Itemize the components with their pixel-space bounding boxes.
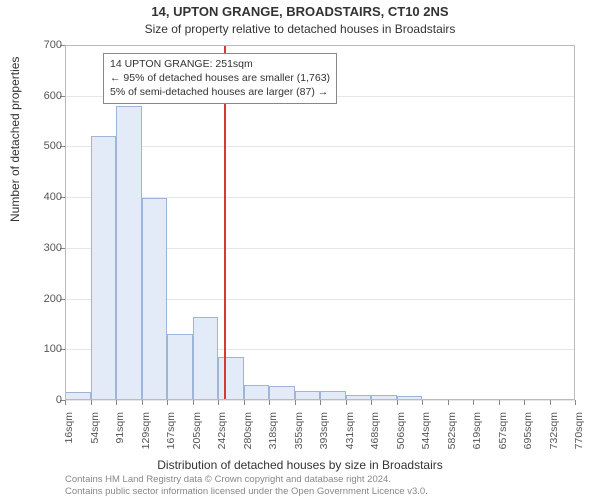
x-tick-label: 732sqm	[548, 412, 560, 462]
x-tick-mark	[473, 400, 474, 405]
histogram-bar	[193, 317, 219, 400]
x-tick-mark	[269, 400, 270, 405]
histogram-bar	[116, 106, 142, 400]
x-tick-label: 770sqm	[573, 412, 585, 462]
histogram-bar	[65, 392, 91, 400]
y-tick-label: 100	[32, 343, 62, 355]
y-axis-label: Number of detached properties	[8, 57, 22, 222]
info-box-line: 5% of semi-detached houses are larger (8…	[110, 85, 330, 99]
x-tick-label: 167sqm	[165, 412, 177, 462]
plot-area: 14 UPTON GRANGE: 251sqm← 95% of detached…	[65, 45, 575, 400]
x-tick-mark	[422, 400, 423, 405]
x-tick-label: 205sqm	[191, 412, 203, 462]
x-tick-mark	[193, 400, 194, 405]
x-tick-label: 242sqm	[216, 412, 228, 462]
y-tick-label: 600	[32, 90, 62, 102]
histogram-bar	[320, 391, 346, 400]
histogram-bar	[371, 395, 397, 400]
x-tick-mark	[295, 400, 296, 405]
x-tick-mark	[116, 400, 117, 405]
x-tick-label: 91sqm	[114, 412, 126, 462]
y-tick-label: 400	[32, 191, 62, 203]
histogram-bar	[142, 198, 168, 400]
x-tick-mark	[244, 400, 245, 405]
histogram-bar	[167, 334, 193, 400]
x-tick-mark	[397, 400, 398, 405]
histogram-bar	[397, 396, 423, 400]
chart-container: 14, UPTON GRANGE, BROADSTAIRS, CT10 2NS …	[0, 0, 600, 500]
x-tick-mark	[575, 400, 576, 405]
info-box-line: ← 95% of detached houses are smaller (1,…	[110, 71, 330, 85]
footer-attribution: Contains HM Land Registry data © Crown c…	[65, 474, 428, 498]
histogram-bar	[91, 136, 117, 400]
x-tick-label: 506sqm	[395, 412, 407, 462]
x-tick-mark	[448, 400, 449, 405]
x-tick-label: 54sqm	[89, 412, 101, 462]
x-tick-label: 431sqm	[344, 412, 356, 462]
y-tick-label: 300	[32, 242, 62, 254]
x-tick-label: 16sqm	[63, 412, 75, 462]
x-tick-mark	[142, 400, 143, 405]
x-tick-mark	[167, 400, 168, 405]
y-tick-label: 700	[32, 39, 62, 51]
x-tick-label: 468sqm	[369, 412, 381, 462]
gridline	[65, 45, 575, 46]
chart-title-main: 14, UPTON GRANGE, BROADSTAIRS, CT10 2NS	[0, 4, 600, 19]
x-tick-label: 657sqm	[497, 412, 509, 462]
x-tick-label: 582sqm	[446, 412, 458, 462]
y-tick-label: 0	[32, 394, 62, 406]
x-tick-label: 318sqm	[267, 412, 279, 462]
footer-line-1: Contains HM Land Registry data © Crown c…	[65, 474, 428, 486]
gridline	[65, 146, 575, 147]
x-tick-mark	[371, 400, 372, 405]
x-tick-label: 355sqm	[293, 412, 305, 462]
x-tick-mark	[346, 400, 347, 405]
histogram-bar	[244, 385, 270, 400]
x-tick-mark	[499, 400, 500, 405]
x-tick-mark	[91, 400, 92, 405]
footer-line-2: Contains public sector information licen…	[65, 486, 428, 498]
x-tick-label: 280sqm	[242, 412, 254, 462]
histogram-bar	[346, 395, 372, 400]
x-tick-mark	[524, 400, 525, 405]
histogram-bar	[269, 386, 295, 400]
info-box: 14 UPTON GRANGE: 251sqm← 95% of detached…	[103, 53, 337, 104]
x-tick-mark	[65, 400, 66, 405]
histogram-bar	[295, 391, 321, 400]
y-tick-label: 200	[32, 293, 62, 305]
x-tick-label: 544sqm	[420, 412, 432, 462]
info-box-line: 14 UPTON GRANGE: 251sqm	[110, 57, 330, 71]
x-tick-label: 393sqm	[318, 412, 330, 462]
x-tick-label: 695sqm	[522, 412, 534, 462]
x-tick-label: 129sqm	[140, 412, 152, 462]
chart-title-sub: Size of property relative to detached ho…	[0, 22, 600, 36]
x-tick-mark	[320, 400, 321, 405]
x-tick-mark	[218, 400, 219, 405]
histogram-bar	[218, 357, 244, 400]
y-tick-label: 500	[32, 140, 62, 152]
x-tick-mark	[550, 400, 551, 405]
x-tick-label: 619sqm	[471, 412, 483, 462]
